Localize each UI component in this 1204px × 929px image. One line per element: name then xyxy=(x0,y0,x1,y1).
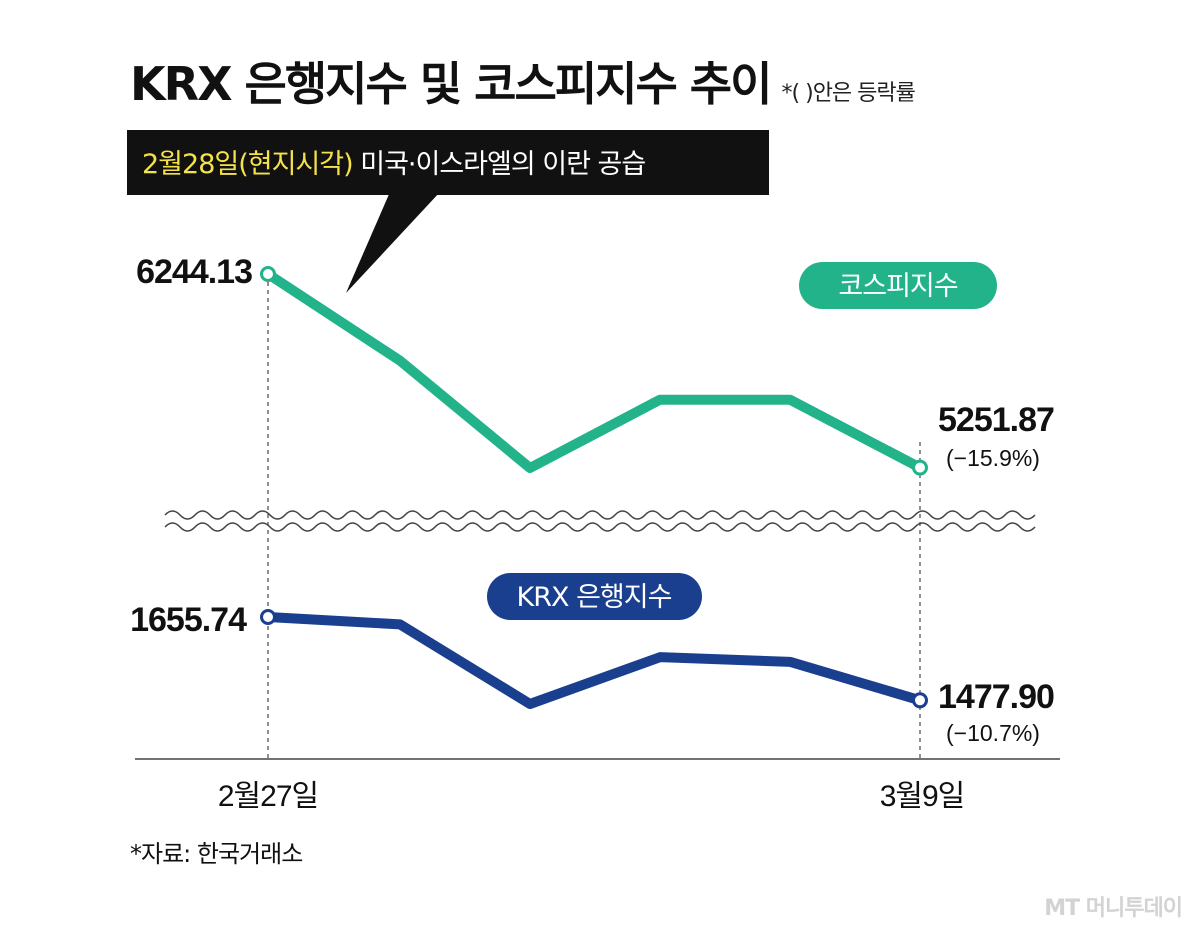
krx-bank-legend-text: KRX 은행지수 xyxy=(517,582,672,613)
kospi-start-point xyxy=(260,266,276,282)
kospi-legend-text: 코스피지수 xyxy=(838,271,957,302)
source-note: *자료: 한국거래소 xyxy=(130,840,303,868)
kospi-series-line xyxy=(263,269,925,473)
annotation-pointer xyxy=(346,192,440,293)
krx-bank-end-change: (−10.7%) xyxy=(946,720,1040,746)
kospi-end-label: 5251.87 xyxy=(938,401,1054,439)
krx-bank-start-point xyxy=(260,609,276,625)
title-note: *( )안은 등락률 xyxy=(781,81,916,106)
kospi-end-change: (−15.9%) xyxy=(946,445,1040,471)
publisher-logo: MT 머니투데이 xyxy=(1044,896,1183,921)
kospi-legend-pill xyxy=(799,262,997,309)
chart-title: KRX 은행지수 및 코스피지수 추이 xyxy=(130,57,772,111)
x-tick-end: 3월9일 xyxy=(880,780,965,813)
annotation-date: 2월28일(현지시각) xyxy=(142,149,353,180)
x-tick-start: 2월27일 xyxy=(218,780,318,813)
annotation-text: 2월28일(현지시각) 미국·이스라엘의 이란 공습 xyxy=(142,149,645,180)
kospi-end-point xyxy=(912,459,928,476)
krx-bank-series-line xyxy=(263,612,925,709)
axis-break xyxy=(164,510,1036,532)
kospi-start-label: 6244.13 xyxy=(136,253,252,291)
krx-bank-start-label: 1655.74 xyxy=(130,601,247,639)
krx-bank-legend-pill xyxy=(487,573,702,620)
krx-bank-end-point xyxy=(912,692,928,709)
krx-bank-end-label: 1477.90 xyxy=(938,678,1054,716)
title-row: KRX 은행지수 및 코스피지수 추이 *( )안은 등락률 xyxy=(130,48,916,114)
annotation-event: 미국·이스라엘의 이란 공습 xyxy=(353,149,646,180)
annotation-box xyxy=(127,130,769,195)
